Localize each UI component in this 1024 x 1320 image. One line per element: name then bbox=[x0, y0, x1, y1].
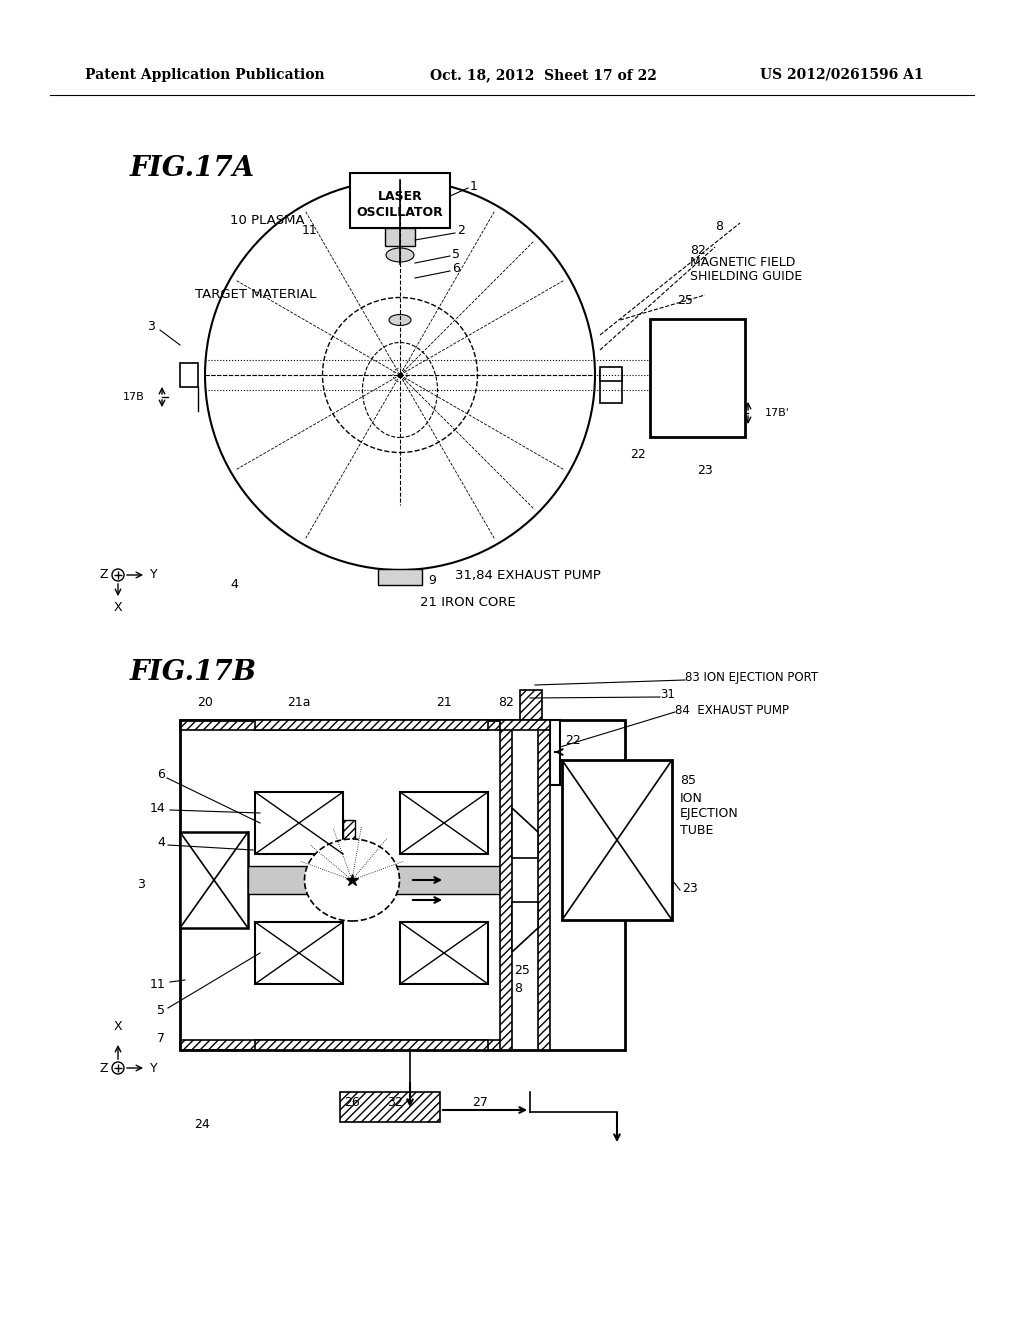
Bar bbox=[562, 760, 672, 920]
Text: Y: Y bbox=[150, 1061, 158, 1074]
Text: EJECTION: EJECTION bbox=[680, 808, 738, 821]
Text: FIG.17A: FIG.17A bbox=[130, 154, 255, 181]
Bar bbox=[600, 367, 622, 381]
Polygon shape bbox=[512, 808, 538, 858]
Text: 20: 20 bbox=[197, 696, 213, 709]
Ellipse shape bbox=[304, 840, 399, 921]
Bar bbox=[500, 719, 550, 730]
Bar bbox=[255, 792, 343, 854]
Text: 7: 7 bbox=[157, 1031, 165, 1044]
Text: 10 PLASMA: 10 PLASMA bbox=[230, 214, 304, 227]
Text: 1: 1 bbox=[470, 180, 478, 193]
Text: 25: 25 bbox=[514, 964, 529, 977]
Text: 22: 22 bbox=[630, 449, 646, 462]
Text: FIG.17B: FIG.17B bbox=[130, 659, 257, 685]
Bar bbox=[350, 173, 450, 228]
Text: 6: 6 bbox=[452, 263, 460, 276]
Text: 27: 27 bbox=[472, 1096, 488, 1109]
Text: X: X bbox=[114, 1020, 122, 1034]
Bar bbox=[520, 690, 542, 719]
Bar bbox=[400, 921, 488, 983]
Text: SHIELDING GUIDE: SHIELDING GUIDE bbox=[690, 269, 802, 282]
Bar bbox=[255, 921, 343, 983]
Bar bbox=[180, 1040, 510, 1049]
Text: 8: 8 bbox=[514, 982, 522, 994]
Bar bbox=[180, 719, 510, 730]
Text: X: X bbox=[114, 601, 122, 614]
Text: 23: 23 bbox=[682, 882, 697, 895]
Text: 17B: 17B bbox=[123, 392, 145, 403]
Text: 11: 11 bbox=[150, 978, 165, 991]
Bar bbox=[340, 1092, 440, 1122]
Text: LASER: LASER bbox=[378, 190, 422, 202]
Bar bbox=[180, 363, 198, 387]
Polygon shape bbox=[512, 902, 538, 952]
Text: 4: 4 bbox=[230, 578, 238, 591]
Text: 31: 31 bbox=[660, 689, 675, 701]
Bar bbox=[378, 569, 422, 585]
Text: 26: 26 bbox=[344, 1096, 359, 1109]
Text: 4: 4 bbox=[157, 836, 165, 849]
Bar bbox=[180, 719, 625, 1049]
Text: OSCILLATOR: OSCILLATOR bbox=[356, 206, 443, 219]
Text: 24: 24 bbox=[195, 1118, 210, 1131]
Text: TUBE: TUBE bbox=[680, 824, 714, 837]
Text: ION: ION bbox=[680, 792, 702, 804]
Text: 82: 82 bbox=[498, 696, 514, 709]
Text: 8: 8 bbox=[715, 220, 723, 234]
Text: 5: 5 bbox=[157, 1003, 165, 1016]
Text: 82: 82 bbox=[690, 243, 706, 256]
Text: 31,84 EXHAUST PUMP: 31,84 EXHAUST PUMP bbox=[455, 569, 601, 582]
Text: 3: 3 bbox=[137, 879, 145, 891]
Bar bbox=[248, 866, 508, 894]
Text: 22: 22 bbox=[565, 734, 581, 747]
Text: Patent Application Publication: Patent Application Publication bbox=[85, 69, 325, 82]
Text: Z: Z bbox=[99, 1061, 108, 1074]
Bar bbox=[538, 719, 550, 1049]
Text: 5: 5 bbox=[452, 248, 460, 260]
Text: 6: 6 bbox=[157, 768, 165, 781]
Text: 25: 25 bbox=[677, 293, 693, 306]
Text: Y: Y bbox=[150, 569, 158, 582]
Text: 21: 21 bbox=[436, 696, 452, 709]
Text: Z: Z bbox=[99, 569, 108, 582]
Text: MAGNETIC FIELD: MAGNETIC FIELD bbox=[690, 256, 796, 269]
Text: 14: 14 bbox=[150, 801, 165, 814]
Text: US 2012/0261596 A1: US 2012/0261596 A1 bbox=[760, 69, 924, 82]
Bar bbox=[180, 832, 248, 928]
Ellipse shape bbox=[389, 314, 411, 326]
Bar bbox=[385, 228, 415, 246]
Text: 84  EXHAUST PUMP: 84 EXHAUST PUMP bbox=[675, 704, 790, 717]
Ellipse shape bbox=[386, 248, 414, 261]
Text: 21a: 21a bbox=[288, 696, 310, 709]
Bar bbox=[255, 1040, 488, 1049]
Text: 32: 32 bbox=[387, 1096, 402, 1109]
Text: 83 ION EJECTION PORT: 83 ION EJECTION PORT bbox=[685, 672, 818, 685]
Text: Oct. 18, 2012  Sheet 17 of 22: Oct. 18, 2012 Sheet 17 of 22 bbox=[430, 69, 656, 82]
Bar bbox=[343, 820, 355, 861]
Bar bbox=[550, 719, 560, 785]
Bar bbox=[500, 719, 512, 1049]
Bar bbox=[400, 792, 488, 854]
Text: 17B': 17B' bbox=[765, 408, 790, 418]
Text: 23: 23 bbox=[697, 463, 713, 477]
Text: 3: 3 bbox=[147, 321, 155, 334]
Text: 9: 9 bbox=[428, 573, 436, 586]
Text: 85: 85 bbox=[680, 774, 696, 787]
Text: 11: 11 bbox=[302, 223, 317, 236]
Bar bbox=[600, 371, 622, 403]
Text: TARGET MATERIAL: TARGET MATERIAL bbox=[195, 289, 316, 301]
Text: 2: 2 bbox=[457, 224, 465, 238]
Bar bbox=[255, 719, 488, 730]
Bar bbox=[650, 319, 745, 437]
Text: 21 IRON CORE: 21 IRON CORE bbox=[420, 597, 516, 610]
